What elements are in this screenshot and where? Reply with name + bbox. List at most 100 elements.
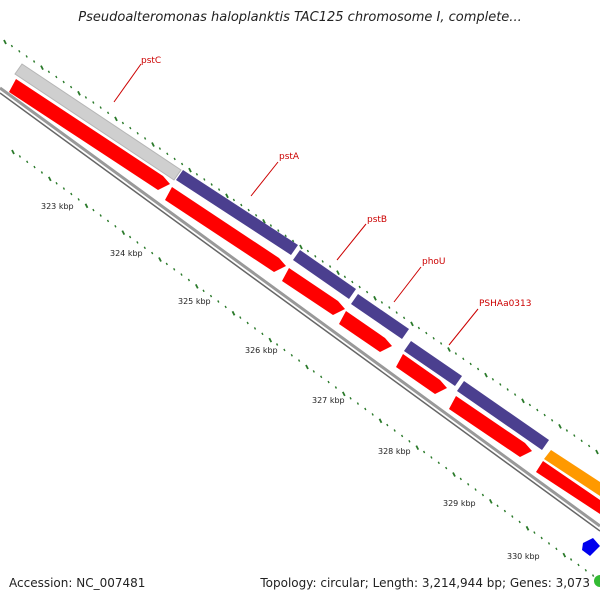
inner-ruler-tick (400, 434, 404, 438)
cds-arrow-pstB[interactable] (282, 268, 345, 315)
outer-ruler-tick (528, 403, 532, 407)
outer-ruler-tick (195, 172, 199, 176)
outer-ruler-tick (565, 429, 569, 432)
outer-ruler-tick (217, 188, 221, 191)
cds-arrow-6[interactable] (449, 396, 532, 457)
inner-ruler-tick (253, 327, 257, 330)
outer-ruler-tick (521, 398, 525, 404)
gene-label-leaders (113, 63, 479, 346)
outer-ruler-tick (343, 275, 347, 279)
tick-label-325: 325 kbp (178, 297, 211, 306)
outer-ruler-tick (18, 49, 21, 53)
outer-ruler-tick (247, 208, 250, 212)
gene-label-PSHAa0313[interactable]: PSHAa0313 (479, 299, 531, 309)
outer-ruler-tick (299, 244, 303, 250)
inner-ruler-tick (511, 515, 514, 518)
top-feature-band (14, 63, 600, 496)
tick-label-327: 327 kbp (312, 396, 345, 405)
inner-ruler-tick (92, 208, 95, 212)
outer-ruler-tick (351, 280, 354, 284)
gene-labels: pstC pstA pstB phoU PSHAa0313 (141, 56, 531, 309)
inner-ruler-tick (533, 531, 536, 534)
inner-ruler-tick (452, 472, 456, 477)
inner-ruler-tick (393, 429, 396, 432)
inner-ruler-tick (26, 160, 29, 164)
cds-arrow-phoU[interactable] (339, 311, 392, 352)
inner-ruler-tick (180, 273, 183, 276)
feature-gray-block[interactable] (14, 63, 182, 181)
outer-ruler-tick (262, 218, 266, 224)
outer-ruler-tick (491, 377, 495, 381)
cds-arrow-7[interactable] (536, 461, 600, 514)
outer-ruler-tick (114, 116, 118, 122)
inner-ruler-tick (136, 241, 139, 244)
outer-ruler-tick (188, 167, 192, 173)
outer-ruler-tick (254, 213, 258, 217)
blue-feature-marker[interactable] (582, 538, 600, 556)
gene-label-pstA[interactable]: pstA (279, 152, 300, 162)
inner-ruler-tick (40, 171, 44, 174)
backbone-lines (0, 86, 600, 532)
inner-ruler-tick (209, 294, 213, 298)
inner-ruler-tick (283, 348, 286, 352)
outer-ruler-tick (166, 152, 169, 156)
cds-arrow-pstA[interactable] (165, 187, 286, 272)
gene-label-pstC[interactable]: pstC (141, 56, 161, 66)
feature-purple-block-2[interactable] (293, 250, 356, 299)
inner-ruler-tick (84, 203, 89, 209)
gene-label-phoU[interactable]: phoU (422, 257, 446, 267)
accession-text: Accession: NC_007481 (9, 576, 146, 590)
backbone-line-outer (0, 86, 600, 528)
tick-label-330: 330 kbp (507, 552, 540, 561)
feature-purple-block-4[interactable] (404, 341, 462, 386)
inner-ruler-tick (11, 149, 15, 155)
inner-ruler-tick (371, 413, 374, 416)
leader-phoU (393, 266, 422, 303)
cds-arrow-pstC[interactable] (9, 79, 170, 190)
outer-ruler-tick (173, 157, 176, 161)
inner-ruler-tick (334, 386, 338, 389)
outer-ruler-tick (284, 234, 287, 238)
inner-ruler-tick (33, 165, 36, 169)
inner-ruler-tick (47, 176, 52, 182)
inner-ruler-tick (547, 542, 551, 545)
inner-ruler-tick (217, 300, 220, 303)
outer-ruler-tick (550, 418, 554, 422)
outer-ruler-tick (106, 111, 110, 115)
feature-purple-block-5[interactable] (457, 381, 549, 450)
feature-purple-block-3[interactable] (351, 294, 409, 339)
inner-ruler-tick (246, 321, 249, 325)
outer-ruler-tick (99, 106, 102, 109)
outer-ruler-tick (425, 331, 428, 335)
backbone-line-inner (0, 92, 600, 532)
outer-ruler-tick (3, 39, 7, 45)
outer-ruler-tick (388, 306, 391, 309)
inner-ruler-tick (77, 198, 80, 201)
tick-label-326: 326 kbp (245, 346, 278, 355)
inner-ruler-tick (239, 316, 242, 319)
tick-label-328: 328 kbp (378, 447, 411, 456)
outer-ruler-tick (336, 270, 340, 276)
inner-ruler-tick (577, 563, 580, 567)
feature-orange-block[interactable] (544, 450, 600, 496)
inner-ruler-tick (320, 375, 323, 379)
outer-ruler-tick (136, 131, 139, 135)
cds-arrow-PSHAa0313[interactable] (396, 354, 447, 394)
outer-ruler-tick (240, 203, 243, 207)
outer-ruler-tick (314, 254, 317, 258)
inner-ruler-tick (430, 456, 433, 459)
green-feature-marker[interactable] (594, 575, 600, 587)
inner-ruler-tick (378, 418, 383, 424)
inner-ruler-tick (121, 230, 126, 236)
inner-ruler-tick (275, 343, 279, 346)
feature-purple-block-1[interactable] (176, 170, 298, 255)
inner-ruler-tick (165, 262, 168, 266)
outer-ruler-tick (402, 316, 406, 320)
outer-ruler-tick (439, 342, 443, 345)
inner-ruler-tick (467, 482, 470, 486)
gene-label-pstB[interactable]: pstB (367, 215, 387, 225)
inner-ruler-tick (569, 558, 573, 561)
outer-ruler-tick (47, 70, 51, 74)
outer-ruler-tick (158, 147, 162, 150)
